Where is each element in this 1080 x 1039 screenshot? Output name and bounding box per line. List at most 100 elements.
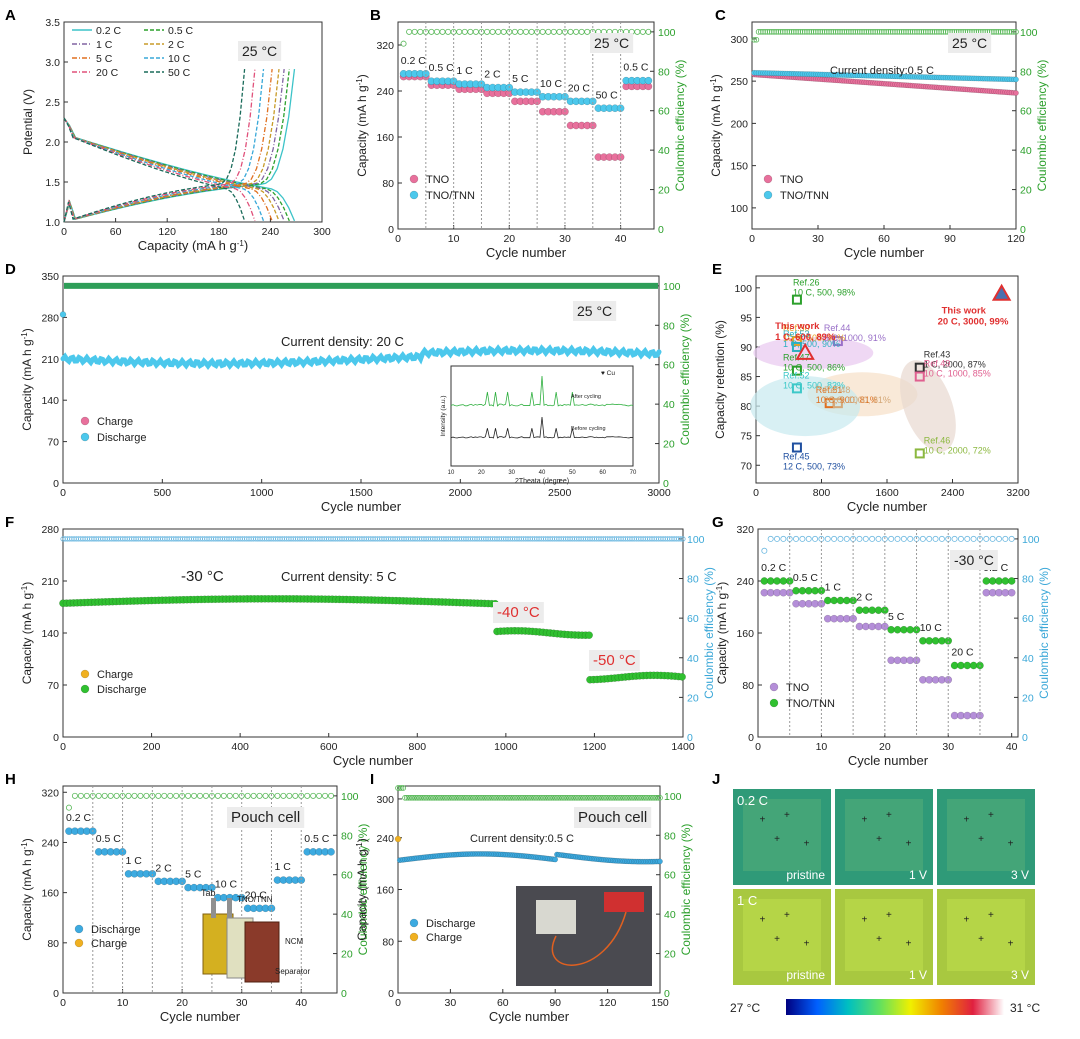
- ce-point: [401, 41, 406, 46]
- ref-desc: 10 C, 1000, 85%: [924, 369, 991, 379]
- rate-label: 0.5 C: [429, 62, 455, 74]
- x-tick-label: 200: [143, 741, 161, 753]
- ce-point: [876, 536, 881, 541]
- charge-curve: [64, 69, 284, 222]
- ce-point: [191, 793, 196, 798]
- x-tick-label: 240: [262, 226, 280, 238]
- annotation: -30 °C: [954, 552, 994, 568]
- y-tick-label: 320: [376, 40, 394, 52]
- ce-point: [102, 793, 107, 798]
- legend-marker: [81, 417, 89, 425]
- y-tick-label: 100: [730, 203, 748, 215]
- y2-tick-label: 100: [341, 791, 359, 803]
- legend-marker: [410, 933, 418, 941]
- ce-point: [174, 793, 179, 798]
- rate-label: 20 C: [951, 647, 974, 659]
- ce-point: [496, 29, 501, 34]
- y-tick-label: 280: [41, 312, 59, 324]
- annotation: 25 °C: [952, 35, 987, 51]
- ce-point: [800, 536, 805, 541]
- x-tick-label: 800: [813, 487, 831, 499]
- y-tick-label: 160: [376, 885, 394, 897]
- y2-tick-label: 0: [663, 478, 669, 490]
- thermal-cell: [743, 899, 821, 971]
- annotation: 25 °C: [242, 43, 277, 59]
- legend-marker: [410, 175, 418, 183]
- discharge-curve: [64, 118, 255, 221]
- ce-point: [328, 793, 333, 798]
- thermal-marker: +: [988, 910, 994, 921]
- ref-desc: 20 C, 1000, 81%: [824, 395, 891, 405]
- this-work-desc: 1 C, 600, 89%: [775, 332, 836, 343]
- schematic-cathode-label: NCM: [285, 937, 304, 946]
- ce-point: [958, 536, 963, 541]
- rate-label: 20 C: [568, 82, 591, 94]
- charge-point: [395, 836, 401, 842]
- inset-tick: 70: [630, 470, 637, 476]
- y2-tick-label: 60: [687, 613, 699, 625]
- rate-label: 1 C: [456, 65, 473, 77]
- panel-label: F: [5, 514, 14, 531]
- ce-point: [939, 536, 944, 541]
- ce-point: [1009, 536, 1014, 541]
- x-axis-label: Cycle number: [847, 499, 928, 514]
- ce-point: [781, 536, 786, 541]
- demo-pouch: [536, 900, 576, 934]
- thermal-marker: +: [861, 815, 867, 826]
- x-tick-label: 1500: [349, 487, 373, 499]
- rate-label: 0.5 C: [96, 833, 122, 845]
- x-tick-label: 20: [879, 741, 891, 753]
- y-tick-label: 150: [730, 161, 748, 173]
- note: Current density: 20 C: [281, 334, 404, 349]
- x-tick-label: 1000: [494, 741, 518, 753]
- x-tick-label: 180: [210, 226, 228, 238]
- ce-point: [844, 536, 849, 541]
- ce-point: [440, 29, 445, 34]
- y-tick-label: 3.5: [45, 17, 60, 29]
- thermal-marker: +: [1008, 939, 1014, 950]
- y2-tick-label: 20: [341, 949, 353, 961]
- thermal-cell: [743, 799, 821, 871]
- x-tick-label: 2000: [449, 487, 473, 499]
- thermal-marker: +: [784, 910, 790, 921]
- ce-point: [412, 29, 417, 34]
- ce-point: [540, 29, 545, 34]
- ce-point: [293, 793, 298, 798]
- x-tick-label: 1200: [583, 741, 607, 753]
- y2-axis-label: Coulombic efficiency (%): [679, 824, 693, 956]
- ce-point: [501, 29, 506, 34]
- schematic-anode-label: TNO/TNN: [237, 895, 273, 904]
- x-axis-label: Cycle number: [844, 245, 925, 260]
- y2-tick-label: 0: [1022, 732, 1028, 744]
- x-tick-label: 2400: [941, 487, 965, 499]
- y2-tick-label: 80: [687, 574, 699, 586]
- legend-label: TNO: [786, 682, 810, 694]
- y-tick-label: 240: [736, 576, 754, 588]
- inset-label-before: Before cycling: [571, 426, 606, 432]
- y-tick-label: 280: [41, 524, 59, 536]
- x-tick-label: 20: [503, 233, 515, 245]
- y-tick-label: 240: [41, 837, 59, 849]
- inset-tick: 20: [478, 470, 485, 476]
- thermal-marker: +: [759, 915, 765, 926]
- x-tick-label: 400: [231, 741, 249, 753]
- legend-label: Charge: [97, 416, 133, 428]
- x-tick-label: 10: [448, 233, 460, 245]
- x-tick-label: 0: [755, 741, 761, 753]
- y-tick-label: 0: [53, 988, 59, 1000]
- y2-tick-label: 20: [664, 949, 676, 961]
- ce-point: [203, 793, 208, 798]
- schematic-separator-label: Separator: [275, 967, 310, 976]
- y-tick-label: 90: [740, 342, 752, 354]
- ce-point: [1003, 536, 1008, 541]
- inset-ylabel: Intensity (a.u.): [440, 395, 447, 436]
- y2-tick-label: 20: [1022, 692, 1034, 704]
- ce-point: [132, 793, 137, 798]
- thermal-marker: +: [886, 910, 892, 921]
- thermal-marker: +: [804, 939, 810, 950]
- ce-point: [984, 536, 989, 541]
- x-axis-label: Cycle number: [486, 245, 567, 260]
- y2-tick-label: 80: [664, 830, 676, 842]
- legend-marker: [75, 939, 83, 947]
- y-tick-label: 80: [742, 680, 754, 692]
